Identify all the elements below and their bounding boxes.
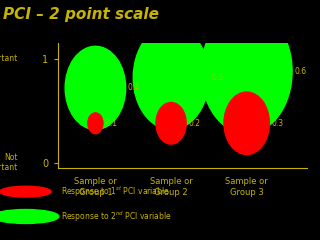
Text: 0.4: 0.4 [128,84,140,92]
Text: Response to 1$^{st}$ PCI variable: Response to 1$^{st}$ PCI variable [61,184,170,199]
Text: 0.6: 0.6 [294,67,307,76]
Circle shape [65,46,126,130]
Circle shape [0,186,51,197]
Text: Sample or
Group 1: Sample or Group 1 [74,177,117,197]
Circle shape [0,210,59,223]
Text: Not
Important: Not Important [0,153,18,173]
Text: 0.5: 0.5 [211,73,223,82]
Circle shape [201,9,292,134]
Text: 0.1: 0.1 [105,119,117,128]
Circle shape [224,92,269,155]
Circle shape [88,113,103,134]
Text: PCI – 2 point scale: PCI – 2 point scale [3,7,159,22]
Text: 0.2: 0.2 [188,119,200,128]
Text: Important: Important [0,54,18,63]
Text: Sample or
Group 2: Sample or Group 2 [150,177,192,197]
Text: Sample or
Group 3: Sample or Group 3 [225,177,268,197]
Text: Response to 2$^{nd}$ PCI variable: Response to 2$^{nd}$ PCI variable [61,209,172,224]
Text: 0.3: 0.3 [272,119,284,128]
Circle shape [133,25,209,130]
Circle shape [156,102,186,144]
